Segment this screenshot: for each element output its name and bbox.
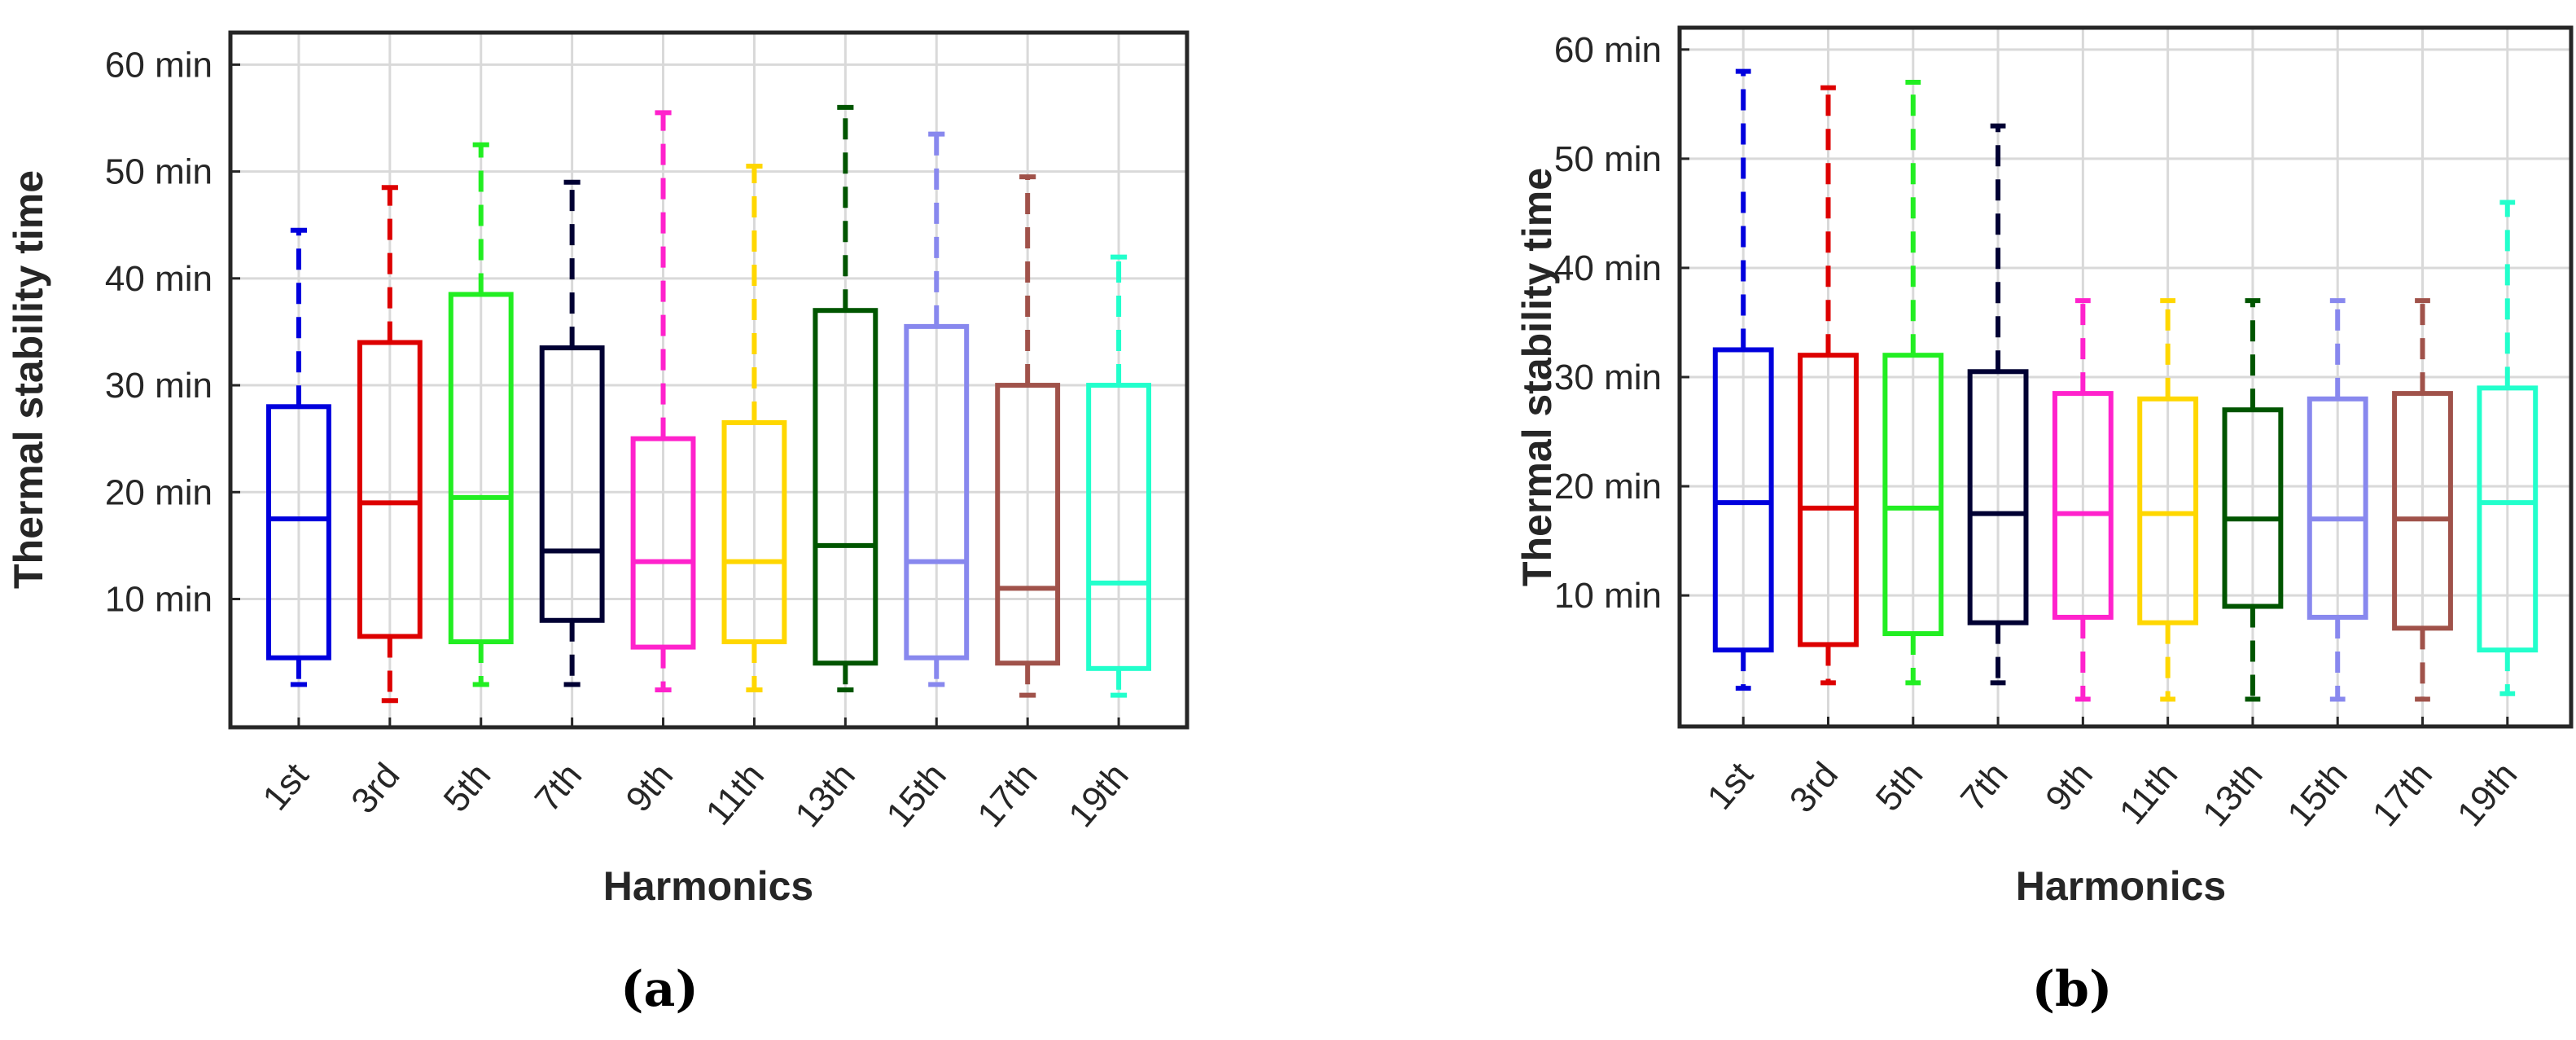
box-13th (813, 104, 878, 693)
box-5th (448, 142, 514, 687)
x-tick-label: 19th (2450, 755, 2526, 834)
x-tick-label: 11th (2112, 755, 2185, 832)
box-11th (721, 164, 787, 693)
box-5th (1882, 80, 1944, 686)
iqr-box (266, 404, 331, 660)
box-7th (1967, 123, 2029, 686)
iqr-box (2307, 396, 2368, 620)
y-tick-label: 40 min (1554, 248, 1662, 288)
x-tick-label: 19th (1061, 756, 1137, 835)
box-1st (1712, 68, 1774, 691)
y-tick-label: 40 min (105, 259, 212, 299)
x-tick-label: 3rd (1782, 755, 1846, 820)
box-17th (995, 174, 1061, 698)
iqr-box (2392, 391, 2453, 631)
x-tick-label: 7th (1953, 755, 2016, 818)
iqr-box (721, 419, 787, 645)
iqr-box (813, 308, 878, 666)
x-tick-label: 5th (1868, 755, 1931, 818)
x-tick-label: 3rd (344, 756, 407, 821)
box-9th (630, 110, 696, 693)
y-tick-label: 10 min (105, 580, 212, 620)
iqr-box (995, 383, 1061, 666)
x-tick-label: 9th (2038, 755, 2101, 818)
iqr-box (448, 292, 514, 645)
box-17th (2392, 298, 2453, 702)
box-3rd (1798, 85, 1859, 686)
x-tick-label: 9th (618, 756, 681, 819)
box-15th (904, 131, 970, 687)
iqr-box (1712, 347, 1774, 653)
y-tick-label: 50 min (105, 152, 212, 192)
x-tick-label: 13th (2195, 755, 2271, 834)
y-axis-label: Thermal stability time (6, 170, 51, 589)
x-tick-label: 1st (1700, 755, 1761, 817)
x-tick-label: 11th (699, 756, 772, 833)
iqr-box (2052, 391, 2114, 620)
x-tick-label: 5th (436, 756, 499, 819)
x-tick-label: 15th (878, 756, 954, 835)
iqr-box (1798, 353, 1859, 647)
iqr-box (1882, 353, 1944, 637)
panel-caption: (b) (2032, 961, 2113, 1018)
y-tick-label: 20 min (105, 472, 212, 512)
y-tick-label: 20 min (1554, 467, 1662, 507)
box-19th (2477, 200, 2539, 696)
x-tick-label: 7th (527, 756, 589, 819)
iqr-box (630, 436, 696, 650)
iqr-box (357, 340, 423, 639)
iqr-box (1967, 369, 2029, 625)
y-tick-label: 30 min (105, 366, 212, 406)
iqr-box (1086, 383, 1151, 671)
x-tick-label: 17th (970, 756, 1045, 835)
panel-a: 10 min 20 min 30 min 40 min 50 min 60 min 1st 3… (6, 30, 1189, 1018)
x-tick-label: 15th (2280, 755, 2355, 834)
box-11th (2137, 298, 2199, 702)
box-9th (2052, 298, 2114, 702)
y-tick-label: 60 min (105, 45, 212, 85)
axes-frame (1677, 25, 2574, 729)
x-axis-label: Harmonics (603, 863, 813, 909)
iqr-box (2137, 396, 2199, 625)
iqr-box (2222, 407, 2284, 609)
box-19th (1086, 254, 1151, 698)
box-13th (2222, 298, 2284, 702)
panel-caption: (a) (620, 961, 699, 1018)
y-tick-label: 60 min (1554, 30, 1662, 70)
x-tick-label: 13th (787, 756, 863, 835)
axes-frame (228, 30, 1189, 730)
panel-b: 10 min 20 min 30 min 40 min 50 min 60 min 1st 3… (1514, 25, 2574, 1018)
iqr-box (2477, 385, 2539, 653)
box-1st (266, 227, 331, 687)
box-7th (539, 179, 605, 687)
box-3rd (357, 185, 423, 704)
iqr-box (904, 323, 970, 660)
x-tick-label: 17th (2365, 755, 2441, 834)
y-tick-label: 30 min (1554, 358, 1662, 397)
y-tick-label: 10 min (1554, 576, 1662, 616)
x-tick-label: 1st (255, 756, 316, 818)
y-axis-label: Thermal stability time (1514, 168, 1560, 586)
box-15th (2307, 298, 2368, 702)
iqr-box (539, 345, 605, 623)
x-axis-label: Harmonics (2016, 863, 2226, 909)
y-tick-label: 50 min (1554, 139, 1662, 179)
